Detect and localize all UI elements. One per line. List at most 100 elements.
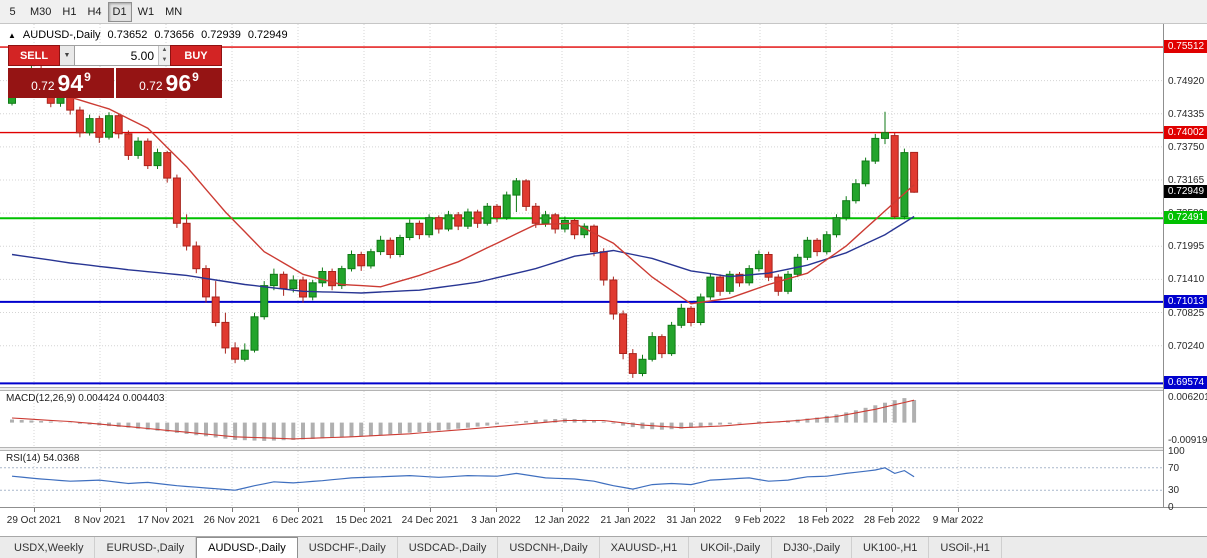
rsi-line [11, 467, 915, 491]
ohlc-open: 0.73652 [107, 29, 148, 41]
chart-symbol-period: AUDUSD-,Daily [22, 29, 101, 41]
time-tick-mark [496, 508, 497, 512]
rsi-panel: RSI(14) 54.0368 [0, 451, 1163, 507]
rsi-tick-label: 0 [1168, 502, 1174, 513]
volume-spin-up-icon[interactable]: ▲ [159, 46, 170, 56]
time-tick-mark [628, 508, 629, 512]
chart-tab-bar: USDX,Weekly EURUSD-,Daily AUDUSD-,Daily USD… [0, 536, 1207, 558]
time-tick-label: 9 Mar 2022 [932, 515, 984, 526]
buy-price-big: 96 [165, 70, 192, 96]
horizontal-levels-layer [0, 46, 1163, 385]
time-tick-mark [826, 508, 827, 512]
chart-tab-audusd-daily[interactable]: AUDUSD-,Daily [196, 537, 298, 558]
level-price-badge: 0.72491 [1164, 211, 1207, 224]
time-tick-label: 9 Feb 2022 [734, 515, 786, 526]
chart-tab-dj30-daily[interactable]: DJ30-,Daily [772, 537, 852, 558]
level-price-badge: 0.71013 [1164, 295, 1207, 308]
ohlc-low: 0.72939 [201, 29, 241, 41]
timeframe-button-h4[interactable]: H4 [87, 5, 102, 18]
macd-grid-layer [33, 391, 959, 447]
panel-separator[interactable] [0, 387, 1207, 391]
timeframe-button-d1[interactable]: D1 [107, 1, 132, 22]
time-tick-label: 29 Oct 2021 [6, 515, 62, 526]
rsi-tick-label: 100 [1168, 446, 1185, 457]
time-tick-label: 21 Jan 2022 [600, 515, 656, 526]
time-tick-mark [34, 508, 35, 512]
volume-spin-down-icon[interactable]: ▼ [159, 55, 170, 65]
time-tick-mark [562, 508, 563, 512]
time-tick-mark [892, 508, 893, 512]
buy-price-sup: 9 [192, 70, 199, 84]
chart-tab-uk100-h1[interactable]: UK100-,H1 [852, 537, 930, 558]
volume-decrease-button[interactable]: ▼ [60, 45, 75, 66]
time-tick-label: 17 Nov 2021 [137, 515, 195, 526]
sell-button[interactable]: SELL [8, 45, 60, 66]
price-tick-label: 0.70825 [1168, 308, 1205, 319]
chart-tab-usdcad-daily[interactable]: USDCAD-,Daily [398, 537, 499, 558]
time-tick-label: 24 Dec 2021 [401, 515, 459, 526]
buy-button[interactable]: BUY [170, 45, 222, 66]
chart-ohlc-header: ▲ AUDUSD-,Daily 0.73652 0.73656 0.72939 … [8, 29, 288, 41]
price-tick-label: 0.73165 [1168, 175, 1205, 186]
macd-histogram-layer [10, 398, 917, 441]
chart-tab-usdchf-daily[interactable]: USDCHF-,Daily [298, 537, 398, 558]
time-tick-mark [298, 508, 299, 512]
sell-price-small: 0.72 [31, 79, 55, 93]
time-tick-label: 8 Nov 2021 [74, 515, 126, 526]
time-tick-label: 15 Dec 2021 [335, 515, 393, 526]
volume-field[interactable]: 5.00 ▲ ▼ [75, 45, 170, 66]
price-tick-label: 0.71995 [1168, 241, 1205, 252]
timeframe-button-h1[interactable]: H1 [62, 5, 77, 18]
one-click-collapse-icon[interactable]: ▲ [8, 30, 16, 40]
buy-price-small: 0.72 [139, 79, 163, 93]
chart-tab-usdx-weekly[interactable]: USDX,Weekly [3, 537, 96, 558]
volume-value[interactable]: 5.00 [130, 49, 154, 63]
chart-tab-eurusd-daily[interactable]: EURUSD-,Daily [95, 537, 197, 558]
one-click-trading-panel: SELL ▼ 5.00 ▲ ▼ BUY 0.72 94 [8, 45, 222, 98]
price-tick-label: 0.73750 [1168, 142, 1205, 153]
macd-signal-line [11, 399, 915, 440]
chart-area: ▲ AUDUSD-,Daily 0.73652 0.73656 0.72939 … [0, 24, 1207, 536]
price-tick-label: 0.74335 [1168, 109, 1205, 120]
time-tick-mark [364, 508, 365, 512]
rsi-grid-layer [0, 451, 1163, 507]
time-tick-mark [166, 508, 167, 512]
ohlc-high: 0.73656 [154, 29, 195, 41]
level-price-badge: 0.75512 [1164, 40, 1207, 53]
macd-axis-max-label: 0.006201 [1168, 392, 1207, 403]
price-chart-panel: ▲ AUDUSD-,Daily 0.73652 0.73656 0.72939 … [0, 24, 1163, 387]
rsi-label: RSI(14) 54.0368 [6, 453, 80, 464]
time-tick-label: 31 Jan 2022 [666, 515, 722, 526]
candles-layer [8, 56, 919, 378]
chart-tab-xauusd-h1[interactable]: XAUUSD-,H1 [600, 537, 690, 558]
buy-price-display[interactable]: 0.72 96 9 [116, 68, 222, 98]
rsi-tick-label: 30 [1168, 485, 1180, 496]
price-axis[interactable]: 0.749200.743350.737500.731650.725800.719… [1163, 24, 1207, 513]
chart-tab-ukoil-daily[interactable]: UKOil-,Daily [689, 537, 773, 558]
time-tick-mark [430, 508, 431, 512]
one-click-controls-row: SELL ▼ 5.00 ▲ ▼ BUY [8, 45, 222, 66]
time-tick-mark [100, 508, 101, 512]
sell-price-display[interactable]: 0.72 94 9 [8, 68, 114, 98]
chart-tab-usdcnh-daily[interactable]: USDCNH-,Daily [498, 537, 600, 558]
time-tick-mark [694, 508, 695, 512]
timeframe-button-m30[interactable]: M30 [30, 5, 52, 18]
panel-separator[interactable] [0, 447, 1207, 451]
macd-panel: MACD(12,26,9) 0.004424 0.004403 [0, 391, 1163, 447]
chart-tab-usoil-h1[interactable]: USOil-,H1 [929, 537, 1002, 558]
sell-price-big: 94 [57, 70, 84, 96]
level-price-badge: 0.74002 [1164, 126, 1207, 139]
time-tick-label: 3 Jan 2022 [471, 515, 521, 526]
timeframe-button-mn[interactable]: MN [165, 5, 183, 18]
timeframe-button-w1[interactable]: W1 [137, 5, 155, 18]
time-tick-label: 28 Feb 2022 [863, 515, 921, 526]
time-tick-label: 26 Nov 2021 [203, 515, 261, 526]
current-price-badge: 0.72949 [1164, 185, 1207, 198]
timeframe-button-5[interactable]: 5 [9, 5, 16, 18]
volume-spinner[interactable]: ▲ ▼ [158, 46, 170, 65]
price-tick-label: 0.70240 [1168, 341, 1205, 352]
sell-price-sup: 9 [84, 70, 91, 84]
macd-chart-svg [10, 391, 959, 447]
time-axis[interactable]: 29 Oct 2021 8 Nov 2021 17 Nov 2021 26 Nov 2… [0, 507, 1207, 536]
